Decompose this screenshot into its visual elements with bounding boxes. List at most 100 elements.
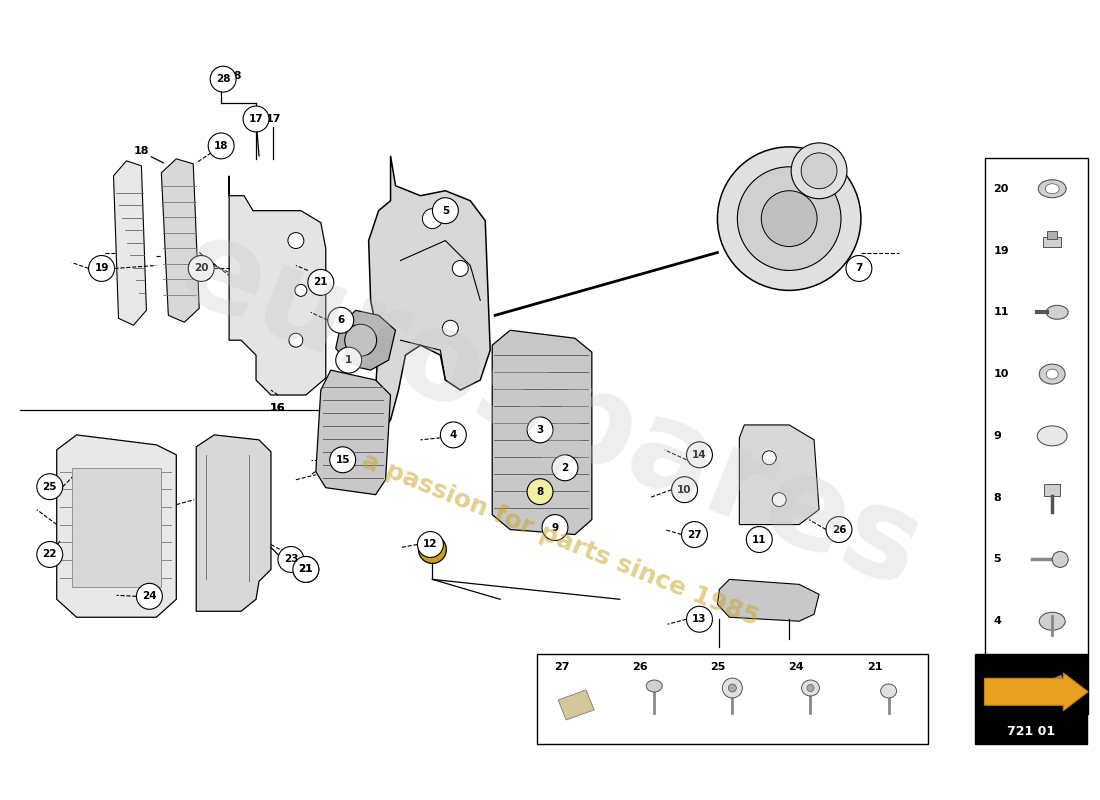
Circle shape (243, 106, 270, 132)
Text: 22: 22 (43, 550, 57, 559)
Text: 18: 18 (213, 141, 229, 151)
Text: 5: 5 (442, 206, 449, 216)
Text: 23: 23 (284, 554, 298, 565)
Text: 26: 26 (832, 525, 846, 534)
Circle shape (761, 190, 817, 246)
Circle shape (295, 285, 307, 296)
Circle shape (36, 542, 63, 567)
Text: 10: 10 (678, 485, 692, 494)
Bar (986, 158, 1088, 714)
Polygon shape (162, 159, 199, 322)
Circle shape (288, 233, 304, 249)
Bar (975, 654, 1087, 744)
Circle shape (432, 198, 459, 224)
FancyArrow shape (984, 673, 1088, 710)
Text: 17: 17 (265, 114, 280, 124)
Circle shape (418, 535, 447, 563)
Text: 9: 9 (551, 522, 559, 533)
Circle shape (686, 606, 713, 632)
Text: 25: 25 (43, 482, 57, 492)
Circle shape (737, 167, 842, 270)
Circle shape (801, 153, 837, 189)
Circle shape (791, 143, 847, 198)
Ellipse shape (1037, 426, 1067, 446)
Ellipse shape (802, 680, 820, 696)
Text: 20: 20 (993, 184, 1009, 194)
Ellipse shape (881, 684, 896, 698)
Text: 28: 28 (227, 71, 242, 81)
Text: 4: 4 (450, 430, 456, 440)
Ellipse shape (807, 685, 814, 691)
Text: 12: 12 (424, 539, 438, 550)
Ellipse shape (1038, 180, 1066, 198)
Circle shape (422, 209, 442, 229)
Ellipse shape (647, 680, 662, 692)
Text: 7: 7 (855, 263, 862, 274)
Circle shape (440, 422, 466, 448)
Ellipse shape (1028, 683, 1041, 695)
Text: eurospares: eurospares (161, 206, 939, 614)
Text: 9: 9 (993, 431, 1001, 441)
Circle shape (210, 66, 236, 92)
Text: 11: 11 (993, 307, 1009, 318)
Text: 16: 16 (271, 403, 286, 413)
Text: 17: 17 (249, 114, 263, 124)
Circle shape (36, 474, 63, 500)
Circle shape (686, 442, 713, 468)
Ellipse shape (723, 678, 743, 698)
Circle shape (552, 455, 578, 481)
Circle shape (293, 557, 319, 582)
Circle shape (717, 147, 861, 290)
Text: 25: 25 (711, 662, 726, 672)
Bar (1044, 484, 1060, 496)
Circle shape (208, 133, 234, 159)
Text: 24: 24 (789, 662, 804, 672)
Text: 6: 6 (337, 315, 344, 326)
Polygon shape (336, 310, 396, 370)
Circle shape (672, 477, 697, 502)
Ellipse shape (1040, 364, 1065, 384)
Text: 21: 21 (298, 565, 314, 574)
Text: 10: 10 (993, 369, 1009, 379)
Text: 5: 5 (993, 554, 1001, 565)
Circle shape (527, 417, 553, 443)
Text: 21: 21 (867, 662, 882, 672)
Circle shape (336, 347, 362, 373)
Text: 21: 21 (314, 278, 328, 287)
Circle shape (846, 255, 872, 282)
Circle shape (772, 493, 786, 506)
Text: 24: 24 (142, 591, 156, 602)
Ellipse shape (1046, 369, 1058, 379)
Bar (537, 654, 927, 744)
Polygon shape (355, 156, 491, 450)
Ellipse shape (1046, 306, 1068, 319)
Text: 721 01: 721 01 (1006, 726, 1055, 738)
Text: 18: 18 (134, 146, 150, 156)
Text: 3: 3 (537, 425, 543, 435)
Text: 11: 11 (752, 534, 767, 545)
Text: 2: 2 (561, 462, 569, 473)
Text: 28: 28 (216, 74, 230, 84)
Text: 8: 8 (537, 486, 543, 497)
Text: 4: 4 (993, 616, 1001, 626)
Bar (72, 468, 162, 587)
Text: 19: 19 (95, 263, 109, 274)
Ellipse shape (1045, 184, 1059, 194)
Text: 16: 16 (271, 403, 286, 413)
Circle shape (746, 526, 772, 553)
Circle shape (289, 334, 302, 347)
Circle shape (136, 583, 163, 610)
Ellipse shape (1053, 551, 1068, 567)
Text: 27: 27 (688, 530, 702, 539)
Circle shape (308, 270, 333, 295)
Circle shape (542, 514, 568, 541)
Text: 19: 19 (993, 246, 1009, 255)
Polygon shape (739, 425, 820, 525)
Ellipse shape (728, 684, 736, 692)
Text: 1: 1 (345, 355, 352, 365)
Text: 3: 3 (993, 678, 1001, 688)
Polygon shape (113, 161, 146, 326)
Circle shape (278, 546, 304, 572)
Text: 14: 14 (692, 450, 707, 460)
Polygon shape (229, 176, 326, 395)
